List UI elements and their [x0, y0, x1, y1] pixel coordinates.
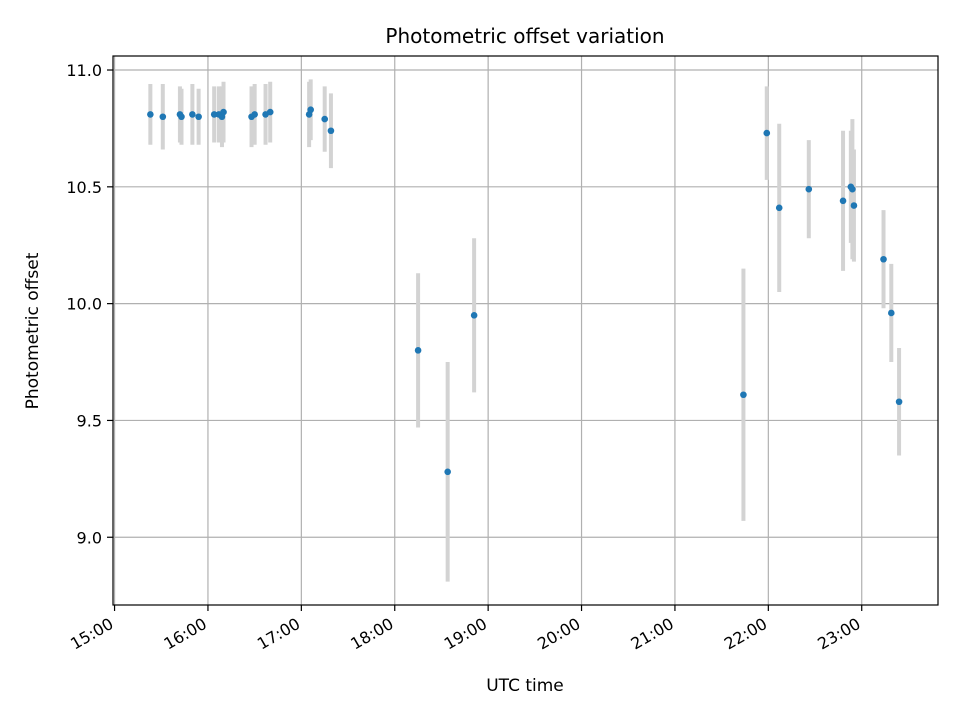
x-axis-label: UTC time: [486, 676, 564, 696]
data-point: [849, 185, 856, 193]
y-tick-label: 10.5: [66, 178, 102, 197]
data-point: [850, 202, 858, 209]
data-point: [763, 129, 771, 137]
data-point: [740, 391, 747, 399]
data-point: [307, 106, 314, 114]
data-point: [147, 111, 154, 118]
data-point: [839, 197, 847, 205]
data-point: [210, 111, 218, 118]
data-point: [266, 108, 274, 116]
data-point: [414, 347, 422, 354]
data-point: [321, 115, 328, 123]
data-point: [189, 111, 196, 118]
y-tick-label: 9.5: [77, 411, 102, 430]
data-points: [147, 106, 903, 476]
data-point: [470, 312, 478, 319]
data-point: [178, 113, 185, 121]
y-tick-label: 11.0: [66, 61, 102, 80]
data-point: [805, 185, 813, 193]
data-point: [888, 309, 895, 317]
plot-frame: [112, 55, 939, 606]
data-point: [327, 127, 335, 135]
data-point: [159, 113, 167, 121]
grid: [113, 56, 938, 605]
y-axis-label: Photometric offset: [23, 252, 43, 409]
y-axis-ticks: 9.0 9.5 10.0 10.5 11.0: [66, 61, 113, 547]
y-tick-label: 10.0: [66, 295, 102, 314]
chart-title: Photometric offset variation: [385, 24, 664, 48]
data-point: [775, 204, 783, 212]
data-point: [195, 113, 202, 121]
data-point: [251, 111, 258, 118]
data-point: [220, 108, 227, 116]
data-point: [895, 398, 903, 406]
data-point: [444, 468, 451, 476]
y-tick-label: 9.0: [77, 528, 102, 547]
data-point: [880, 255, 887, 263]
